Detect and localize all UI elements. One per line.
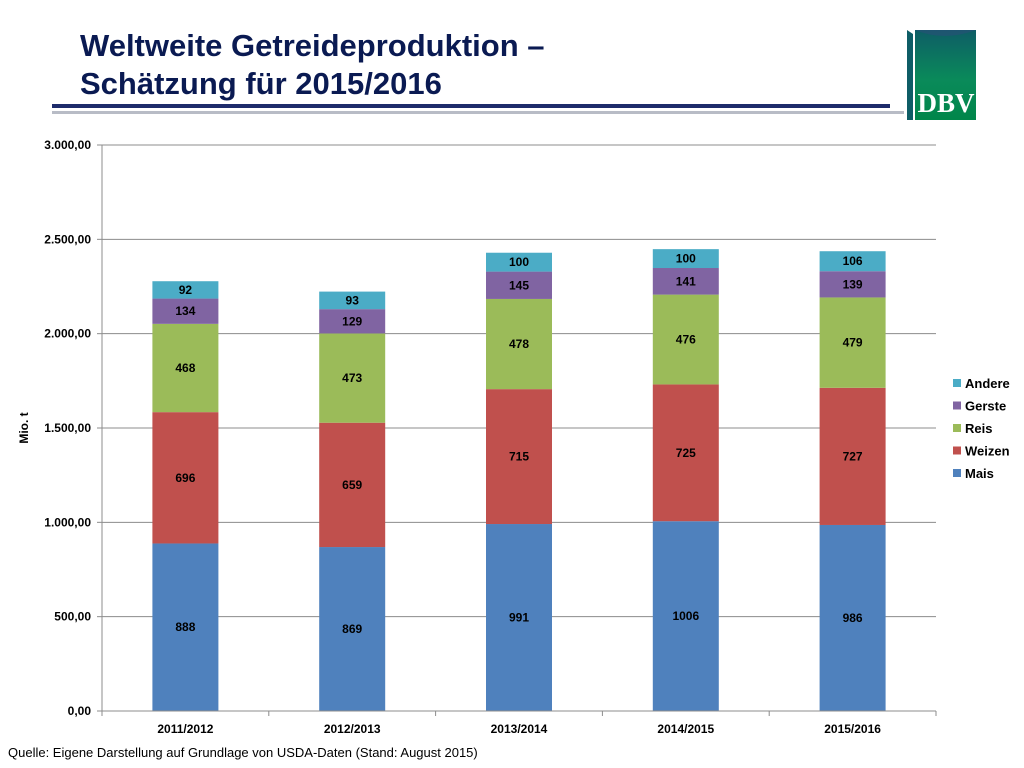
bar-segment-mais bbox=[152, 543, 219, 711]
bar-segment-andere bbox=[819, 251, 886, 272]
data-label: 478 bbox=[509, 337, 529, 351]
bar-segment-weizen bbox=[819, 387, 886, 525]
data-label: 100 bbox=[676, 252, 696, 266]
data-label: 476 bbox=[676, 333, 696, 347]
data-label: 888 bbox=[175, 620, 195, 634]
bar-segment-gerste bbox=[486, 271, 552, 299]
source-note: Quelle: Eigene Darstellung auf Grundlage… bbox=[8, 745, 478, 760]
bar-segment-mais bbox=[319, 547, 386, 711]
data-label: 986 bbox=[843, 611, 863, 625]
y-tick-label: 1.500,00 bbox=[44, 421, 91, 435]
y-tick-label: 1.000,00 bbox=[44, 515, 91, 529]
data-label: 991 bbox=[509, 611, 529, 625]
data-label: 106 bbox=[843, 254, 863, 268]
data-label: 1006 bbox=[672, 609, 699, 623]
bar-segment-reis bbox=[819, 297, 886, 388]
legend-swatch-gerste bbox=[953, 401, 961, 410]
title-underline bbox=[52, 104, 890, 108]
bar-segment-weizen bbox=[319, 422, 386, 548]
bar-segment-weizen bbox=[652, 384, 719, 522]
page-title: Weltweite Getreideproduktion – Schätzung… bbox=[80, 27, 545, 103]
data-label: 869 bbox=[342, 622, 362, 636]
data-label: 659 bbox=[342, 478, 362, 492]
y-tick-label: 0,00 bbox=[68, 704, 92, 718]
data-label: 129 bbox=[342, 314, 362, 328]
bar-segment-reis bbox=[486, 298, 552, 390]
data-label: 727 bbox=[843, 449, 863, 463]
bar-segment-gerste bbox=[819, 271, 886, 298]
bar-segment-gerste bbox=[152, 298, 219, 324]
data-label: 100 bbox=[509, 255, 529, 269]
data-label: 473 bbox=[342, 371, 362, 385]
title-underline-shadow bbox=[52, 111, 898, 114]
bar-segment-mais bbox=[652, 521, 719, 711]
x-tick-label: 2015/2016 bbox=[824, 722, 881, 736]
data-label: 725 bbox=[676, 446, 696, 460]
bar-segment-weizen bbox=[486, 389, 552, 525]
bar-segment-mais bbox=[819, 524, 886, 711]
bar-segment-gerste bbox=[319, 309, 386, 334]
legend-swatch-weizen bbox=[953, 446, 961, 455]
bar-segment-reis bbox=[319, 333, 386, 423]
x-tick-label: 2012/2013 bbox=[324, 722, 381, 736]
axes: 0,00 500,00 1.000,00 1.500,00 2.000,00 2.500,… bbox=[17, 138, 937, 736]
data-label: 696 bbox=[175, 471, 195, 485]
data-label: 134 bbox=[175, 304, 195, 318]
title-line-1: Weltweite Getreideproduktion – bbox=[80, 28, 545, 63]
x-tick-label: 2013/2014 bbox=[491, 722, 548, 736]
bar-segment-reis bbox=[152, 323, 219, 413]
logo-top-curve bbox=[915, 30, 976, 36]
data-label: 145 bbox=[509, 278, 529, 292]
legend-swatch-reis bbox=[953, 424, 961, 432]
bar-segment-andere bbox=[152, 281, 219, 299]
bar-segment-reis bbox=[652, 294, 719, 385]
title-underline-end bbox=[898, 111, 906, 114]
x-tick-label: 2014/2015 bbox=[657, 722, 714, 736]
logo-left-stripe bbox=[907, 30, 913, 120]
bar-segment-mais bbox=[486, 524, 552, 711]
y-tick-label: 500,00 bbox=[54, 610, 91, 624]
x-tick-label: 2011/2012 bbox=[157, 722, 213, 736]
logo-panel bbox=[915, 30, 976, 120]
bar-segment-weizen bbox=[152, 412, 219, 544]
y-tick-label: 2.000,00 bbox=[44, 327, 91, 341]
legend-swatch-mais bbox=[953, 469, 961, 477]
y-axis-title: Mio. t bbox=[17, 412, 31, 443]
data-labels: 888 696 468 134 92 869 659 473 129 93 991 715 478 145… bbox=[175, 252, 863, 636]
legend-label-mais: Mais bbox=[965, 466, 994, 481]
legend-label-weizen: Weizen bbox=[965, 444, 1010, 459]
data-label: 479 bbox=[843, 336, 863, 350]
bar-segment-andere bbox=[652, 249, 719, 269]
legend-label-gerste: Gerste bbox=[965, 399, 1006, 414]
data-label: 92 bbox=[179, 283, 193, 297]
legend-label-reis: Reis bbox=[965, 421, 992, 436]
logo-text: DBV bbox=[917, 88, 975, 118]
data-label: 141 bbox=[676, 274, 696, 288]
data-label: 93 bbox=[346, 293, 360, 307]
bar-segment-andere bbox=[319, 291, 386, 310]
data-label: 139 bbox=[843, 277, 863, 291]
bar-segment-andere bbox=[486, 252, 552, 272]
legend-swatch-andere bbox=[953, 379, 961, 387]
data-label: 715 bbox=[509, 450, 529, 464]
legend-label-andere: Andere bbox=[965, 376, 1010, 391]
bar-segment-gerste bbox=[652, 268, 719, 295]
dbv-logo: DBV bbox=[904, 28, 978, 120]
y-tick-label: 2.500,00 bbox=[44, 232, 91, 246]
y-tick-label: 3.000,00 bbox=[44, 138, 91, 152]
legend: Andere Gerste Reis Weizen Mais bbox=[953, 376, 1010, 481]
title-line-2: Schätzung für 2015/2016 bbox=[80, 66, 442, 101]
data-label: 468 bbox=[175, 361, 195, 375]
bars bbox=[152, 249, 886, 711]
